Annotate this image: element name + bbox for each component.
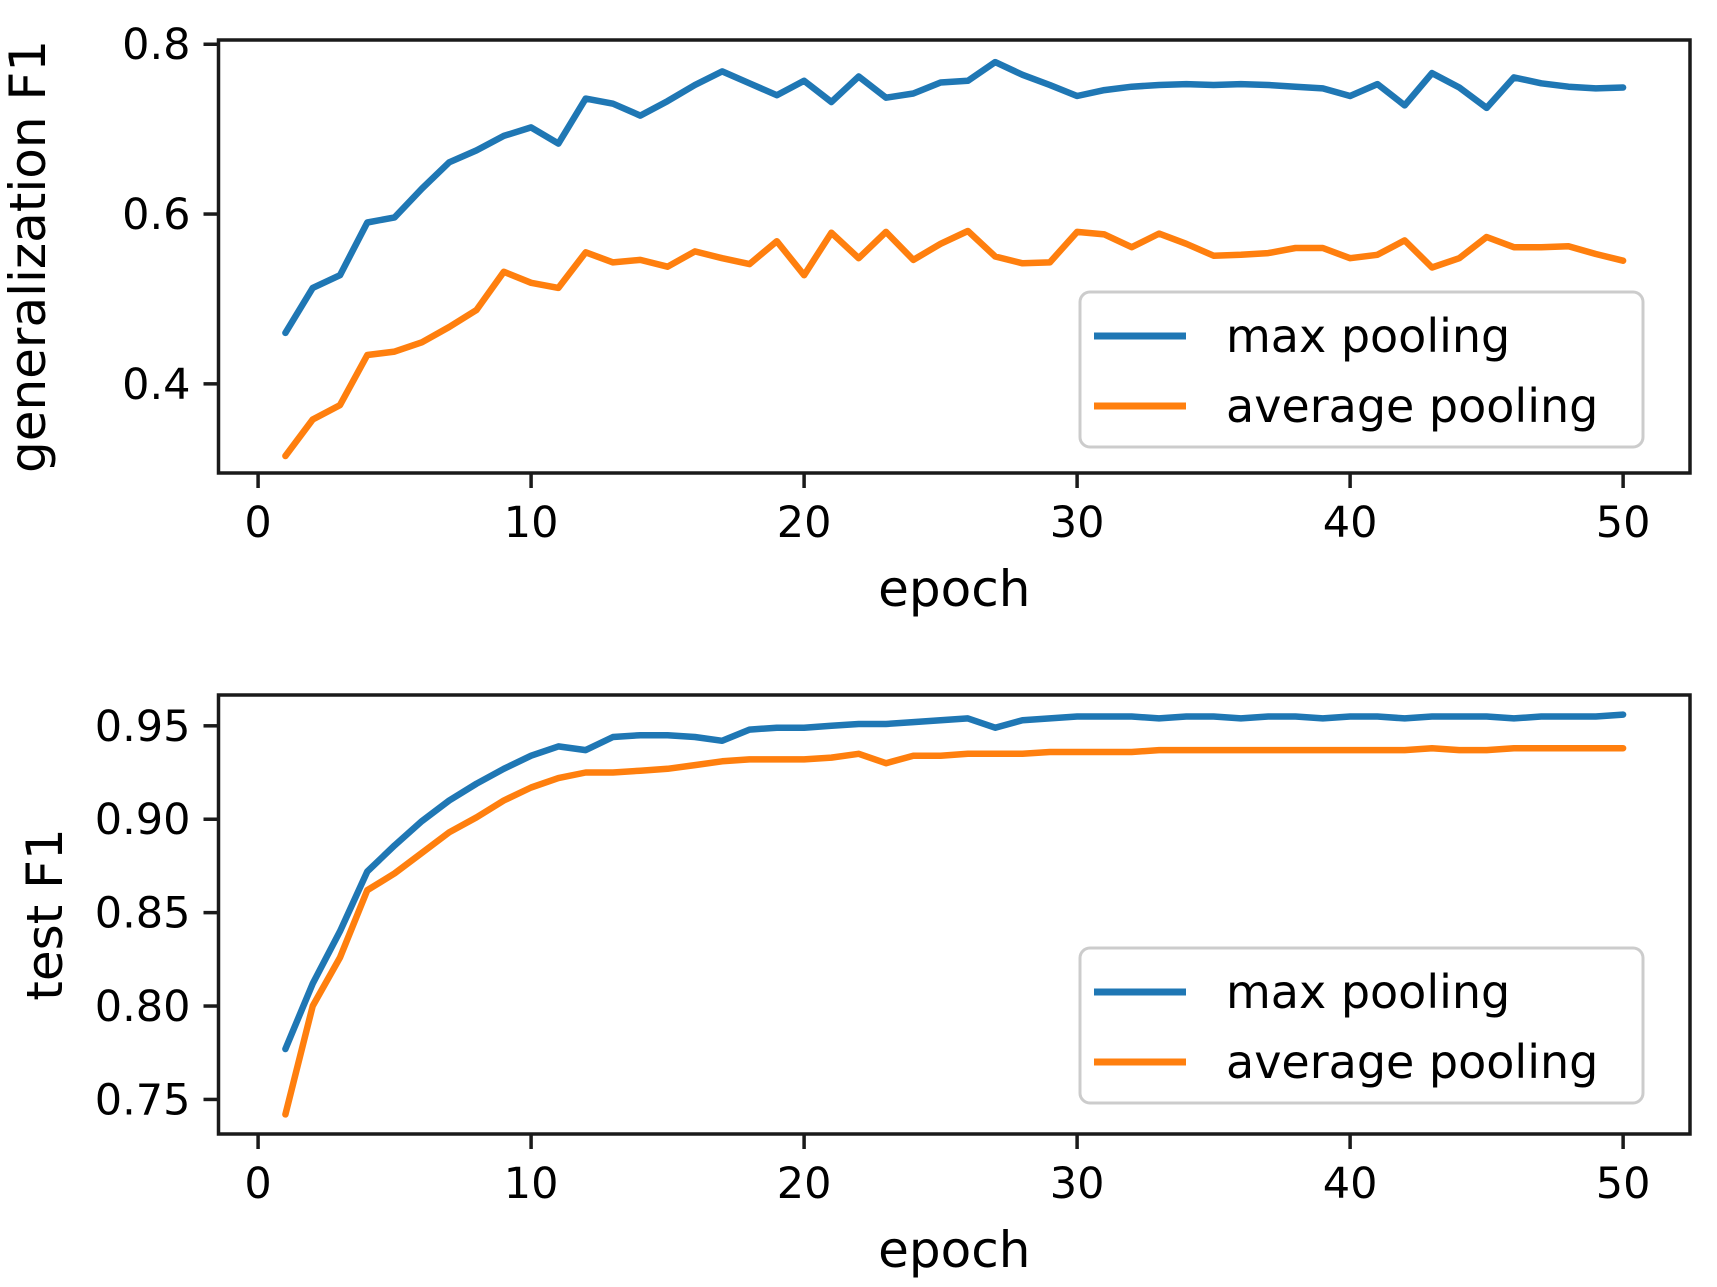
legend-label: max pooling [1226, 309, 1510, 363]
legend: max pooling average pooling [1078, 946, 1645, 1105]
x-tick-label: 10 [504, 1159, 559, 1209]
x-tick-label: 30 [1050, 1159, 1105, 1209]
x-axis-label: epoch [878, 1221, 1030, 1279]
x-tick-label: 10 [504, 498, 559, 548]
y-tick-label: 0.8 [122, 20, 190, 70]
y-axis-label: generalization F1 [0, 40, 57, 473]
x-tick-label: 50 [1596, 498, 1651, 548]
x-tick-label: 40 [1323, 1159, 1378, 1209]
x-tick-label: 50 [1596, 1159, 1651, 1209]
y-tick-label: 0.6 [122, 190, 190, 240]
legend-label: average pooling [1226, 379, 1598, 433]
x-tick-label: 20 [777, 1159, 832, 1209]
legend: max pooling average pooling [1078, 290, 1645, 449]
y-axis-label: test F1 [16, 828, 74, 1001]
y-tick-label: 0.90 [95, 795, 191, 845]
y-tick-label: 0.95 [95, 702, 191, 752]
axes-frame [216, 38, 1692, 475]
y-tick-label: 0.4 [122, 360, 190, 410]
legend-box [1078, 946, 1645, 1105]
x-axis-label: epoch [878, 560, 1030, 618]
series-line-average-pooling [282, 744, 1627, 1118]
y-tick-label: 0.85 [95, 889, 191, 939]
x-tick-label: 0 [244, 1159, 271, 1209]
legend-label: max pooling [1226, 965, 1510, 1019]
x-tick-label: 20 [777, 498, 832, 548]
y-tick-label: 0.75 [95, 1075, 191, 1125]
x-tick-label: 0 [244, 498, 271, 548]
series-line-max-pooling [282, 58, 1627, 337]
axes-frame [216, 693, 1692, 1136]
legend-label: average pooling [1226, 1035, 1598, 1089]
x-tick-label: 30 [1050, 498, 1105, 548]
legend-box [1078, 290, 1645, 449]
generalization-f1-chart: 0 10 20 30 40 50 0.4 0.6 0.8 epoch generalization … [0, 20, 1692, 618]
y-tick-label: 0.80 [95, 982, 191, 1032]
series-line-max-pooling [282, 711, 1627, 1053]
series-line-average-pooling [282, 227, 1627, 460]
x-tick-label: 40 [1323, 498, 1378, 548]
test-f1-chart: 0 10 20 30 40 50 0.75 0.80 0.85 0.90 0.95 epoch test… [16, 693, 1692, 1279]
